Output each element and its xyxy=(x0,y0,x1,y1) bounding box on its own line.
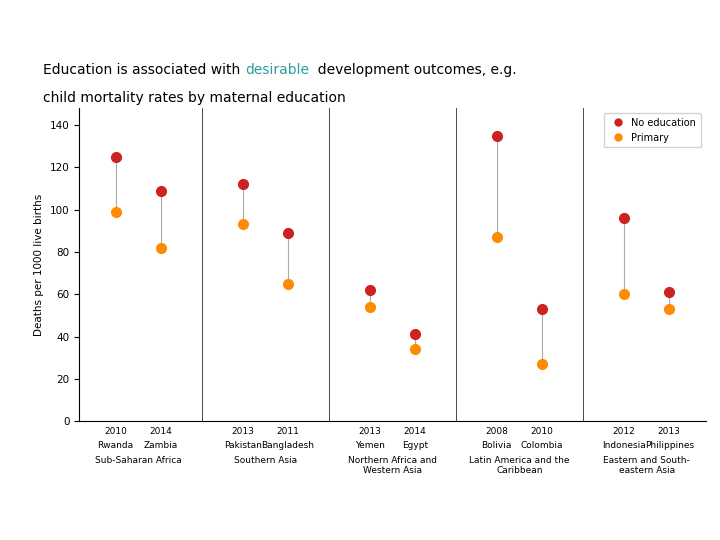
Text: Rwanda: Rwanda xyxy=(97,441,134,450)
Point xyxy=(618,290,630,299)
Point xyxy=(410,345,421,354)
Text: 2014: 2014 xyxy=(404,427,426,436)
Text: Bolivia: Bolivia xyxy=(482,441,512,450)
Point xyxy=(155,244,166,252)
Text: 2011: 2011 xyxy=(276,427,300,436)
Text: 2010: 2010 xyxy=(531,427,554,436)
Y-axis label: Deaths per 1000 live births: Deaths per 1000 live births xyxy=(34,193,44,336)
Text: 2010: 2010 xyxy=(104,427,127,436)
Text: Bangladesh: Bangladesh xyxy=(261,441,315,450)
Point xyxy=(155,186,166,195)
Text: 2013: 2013 xyxy=(658,427,680,436)
Text: Philippines: Philippines xyxy=(644,441,694,450)
Point xyxy=(664,305,675,313)
Point xyxy=(237,180,248,188)
Point xyxy=(491,233,503,241)
Point xyxy=(237,220,248,229)
Point xyxy=(109,207,121,216)
Text: Egypt: Egypt xyxy=(402,441,428,450)
Text: child mortality rates by maternal education: child mortality rates by maternal educat… xyxy=(43,91,346,105)
Point xyxy=(491,131,503,140)
Text: 2013: 2013 xyxy=(231,427,254,436)
Text: Latin America and the
Caribbean: Latin America and the Caribbean xyxy=(469,456,570,475)
Text: Education is associated with: Education is associated with xyxy=(43,63,245,77)
Text: Colombia: Colombia xyxy=(521,441,564,450)
Text: 2013: 2013 xyxy=(359,427,381,436)
Point xyxy=(618,214,630,222)
Text: Eastern and South-
eastern Asia: Eastern and South- eastern Asia xyxy=(603,456,690,475)
Text: 2014: 2014 xyxy=(150,427,172,436)
Point xyxy=(282,279,294,288)
Text: 2008: 2008 xyxy=(485,427,508,436)
Text: 2012: 2012 xyxy=(613,427,635,436)
Legend: No education, Primary: No education, Primary xyxy=(604,113,701,147)
Text: Sub-Saharan Africa: Sub-Saharan Africa xyxy=(95,456,181,465)
Point xyxy=(109,152,121,161)
Text: MONITORING EDUCATION IN OTHER SDGs: MONITORING EDUCATION IN OTHER SDGs xyxy=(9,14,427,32)
Text: Zambia: Zambia xyxy=(144,441,178,450)
Text: Northern Africa and
Western Asia: Northern Africa and Western Asia xyxy=(348,456,437,475)
Text: Indonesia: Indonesia xyxy=(602,441,646,450)
Point xyxy=(536,305,548,313)
Text: desirable: desirable xyxy=(245,63,309,77)
Text: development outcomes, e.g.: development outcomes, e.g. xyxy=(309,63,516,77)
Point xyxy=(410,330,421,339)
Point xyxy=(664,288,675,296)
Point xyxy=(282,228,294,237)
Text: Southern Asia: Southern Asia xyxy=(234,456,297,465)
Point xyxy=(364,302,375,311)
Point xyxy=(536,360,548,368)
Text: Pakistan: Pakistan xyxy=(224,441,261,450)
Text: Yemen: Yemen xyxy=(355,441,384,450)
Point xyxy=(364,286,375,294)
